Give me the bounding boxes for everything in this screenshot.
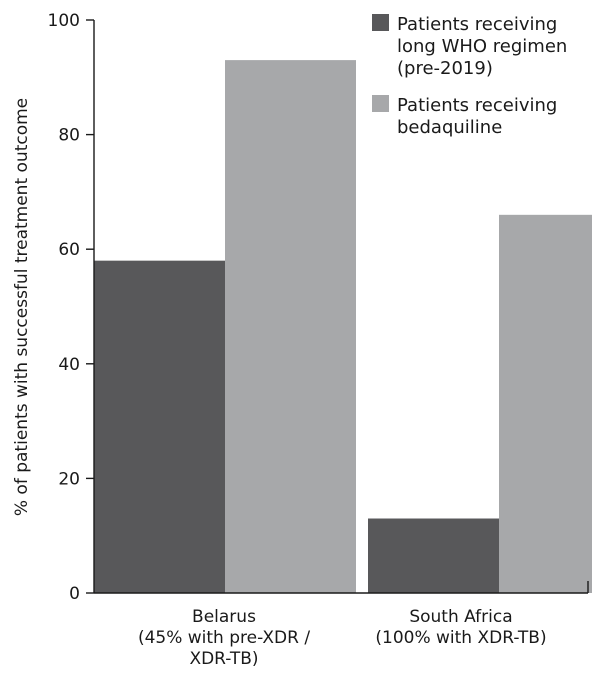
legend-swatch [372, 95, 389, 112]
bar-series-1-category-2 [368, 518, 499, 593]
axes [93, 20, 589, 594]
y-tick-label: 80 [58, 126, 80, 146]
bar-series-1-category-1 [94, 260, 225, 593]
x-axis-category-labels: Belarus(45% with pre-XDR /XDR-TB) South A… [138, 607, 547, 669]
legend-swatch [372, 14, 389, 31]
legend-label-line: Patients receiving [397, 95, 557, 116]
legend-label-line: bedaquiline [397, 117, 502, 138]
y-tick-label: 20 [58, 469, 80, 489]
y-axis-ticks: 0 20 40 60 80 100 [48, 11, 94, 604]
y-tick-label: 100 [48, 11, 80, 31]
y-tick-label: 60 [58, 240, 80, 260]
category-label-line: (45% with pre-XDR / [138, 628, 310, 648]
category-label-line: (100% with XDR-TB) [375, 628, 546, 648]
category-label-line: XDR-TB) [189, 649, 258, 669]
legend-label-line: (pre-2019) [397, 58, 493, 79]
legend-label-line: Patients receiving [397, 14, 557, 35]
bar-series-2-category-1 [225, 60, 356, 594]
y-tick-label: 40 [58, 355, 80, 375]
plot-area [94, 60, 592, 594]
legend-label-line: long WHO regimen [397, 36, 567, 57]
category-label-line: South Africa [409, 607, 512, 627]
bar-series-2-category-2 [499, 214, 592, 593]
category-label-line: Belarus [192, 607, 256, 627]
y-axis-title: % of patients with successful treatment … [12, 98, 32, 516]
y-tick-label: 0 [69, 584, 80, 604]
